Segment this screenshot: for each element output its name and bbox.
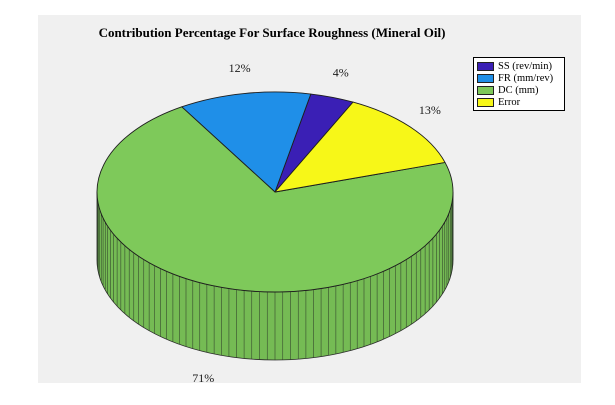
legend-item: FR (mm/rev) bbox=[477, 72, 561, 84]
slice-percent-label: 12% bbox=[229, 61, 251, 75]
pie-slice bbox=[96, 106, 454, 293]
legend-item: DC (mm) bbox=[477, 84, 561, 96]
legend: SS (rev/min) FR (mm/rev) DC (mm) Error bbox=[473, 57, 565, 111]
legend-swatch bbox=[477, 97, 494, 107]
pie-top-face bbox=[96, 91, 454, 293]
legend-label: Error bbox=[498, 96, 521, 108]
legend-swatch bbox=[477, 85, 494, 95]
legend-item: Error bbox=[477, 96, 561, 108]
legend-swatch bbox=[477, 73, 494, 83]
legend-label: SS (rev/min) bbox=[498, 60, 552, 72]
legend-label: FR (mm/rev) bbox=[498, 72, 554, 84]
pie-slice bbox=[274, 101, 446, 193]
pie-labels: 4% 12% 71% 13% bbox=[192, 61, 441, 385]
slice-percent-label: 71% bbox=[192, 371, 214, 385]
legend-label: DC (mm) bbox=[498, 84, 539, 96]
pie-slice bbox=[181, 91, 312, 193]
chart-title: Contribution Percentage For Surface Roug… bbox=[99, 25, 446, 40]
slice-percent-label: 4% bbox=[333, 66, 349, 80]
legend-swatch bbox=[477, 61, 494, 71]
legend-item: SS (rev/min) bbox=[477, 60, 561, 72]
slice-percent-label: 13% bbox=[419, 103, 441, 117]
